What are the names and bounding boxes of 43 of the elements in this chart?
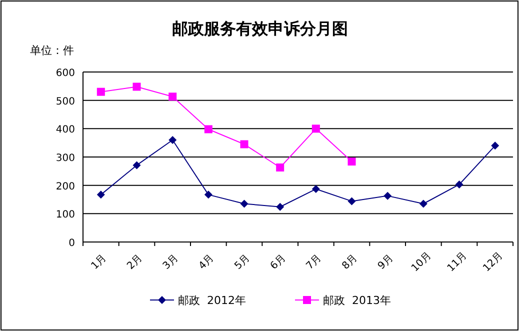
point [204, 125, 212, 134]
point [204, 190, 212, 199]
point [168, 136, 177, 144]
point [312, 185, 320, 194]
chart-title: 邮政服务有效申诉分月图 [172, 20, 348, 38]
point [168, 92, 177, 101]
x-tick-label: 9月 [376, 252, 396, 272]
x-tick-label: 12月 [481, 250, 506, 274]
point [419, 200, 428, 208]
y-tick-label: 0 [68, 238, 75, 249]
x-tick-label: 3月 [161, 252, 180, 272]
x-tick-label: 8月 [340, 252, 360, 272]
point [312, 124, 320, 133]
legend-label: 邮政 2012年 [178, 294, 246, 307]
x-tick-label: 7月 [304, 252, 324, 272]
x-tick-label: 4月 [196, 252, 216, 272]
point [491, 142, 500, 150]
point [96, 88, 105, 96]
point [96, 190, 105, 199]
y-tick-label: 500 [56, 96, 75, 108]
x-tick-label: 10月 [410, 250, 434, 274]
x-tick-label: 1月 [89, 252, 109, 272]
x-tick-label: 5月 [232, 252, 252, 272]
point [132, 82, 141, 91]
y-tick-label: 600 [56, 68, 75, 79]
point [132, 161, 141, 170]
point [348, 158, 356, 166]
point [384, 192, 392, 200]
point [455, 180, 464, 188]
point [348, 197, 356, 206]
y-tick-label: 100 [56, 210, 75, 221]
y-tick-label: 300 [56, 153, 75, 164]
point [276, 202, 284, 211]
x-tick-label: 6月 [268, 252, 288, 272]
x-tick-label: 11月 [446, 250, 470, 274]
y-tick-label: 400 [56, 124, 75, 136]
x-tick-label: 2月 [125, 252, 145, 272]
y-axis-title: 单位：件 [30, 44, 74, 57]
legend-label: 邮政 2013年 [323, 294, 391, 307]
point [240, 200, 248, 208]
point [240, 140, 248, 148]
y-tick-label: 200 [56, 181, 75, 192]
point [276, 163, 284, 172]
